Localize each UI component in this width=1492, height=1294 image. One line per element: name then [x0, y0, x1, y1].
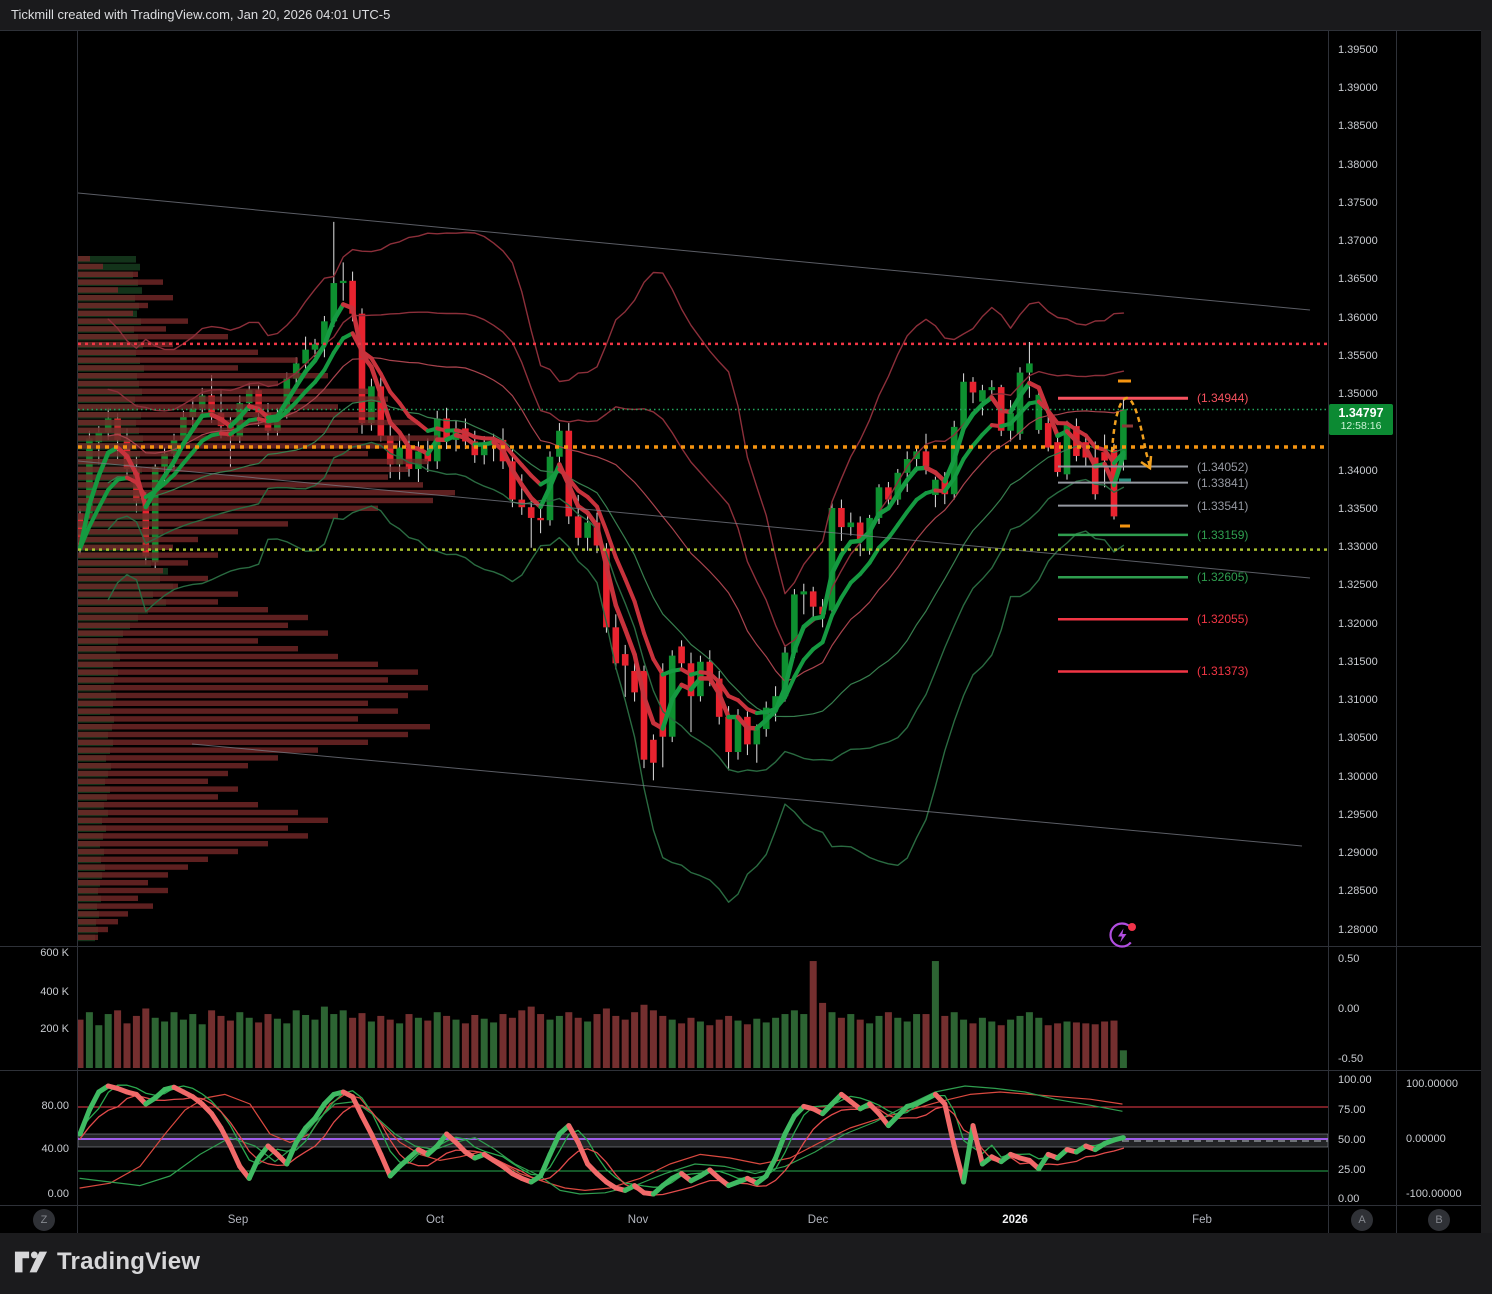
footer-bar: TradingView	[0, 1233, 1492, 1294]
time-axis-label[interactable]: Feb	[1192, 1213, 1212, 1226]
level-price-label: (1.33541)	[1197, 498, 1249, 513]
price-axis-label: 1.37500	[1338, 196, 1378, 209]
volume-bars	[78, 961, 1127, 1068]
price-axis-label: 1.31500	[1338, 655, 1378, 668]
left-axis-column: 600 K 400 K 200 K 80.00 40.00 0.00	[0, 30, 77, 1233]
price-axis-label: 1.33000	[1338, 541, 1378, 553]
last-price-badge: 1.34797 12:58:16	[1329, 403, 1393, 435]
price-axis-label: 1.28000	[1338, 923, 1378, 936]
volume-profile	[78, 256, 455, 942]
price-axis-label: 1.39000	[1338, 82, 1378, 94]
attribution-text: Tickmill created with TradingView.com, J…	[11, 7, 391, 22]
price-axis-label: 1.36000	[1338, 311, 1378, 324]
price-axis-label: 1.32000	[1338, 617, 1378, 630]
price-axis-label: 1.38000	[1338, 158, 1378, 171]
oscillator-panel	[78, 1083, 1328, 1197]
price-axis-label: 1.39500	[1338, 43, 1378, 56]
price-axis-label: 1.34000	[1338, 464, 1378, 477]
volume-axis-label: 0.50	[1338, 953, 1360, 965]
time-axis-label[interactable]: Dec	[807, 1213, 829, 1226]
price-axis-label: 1.29000	[1338, 847, 1378, 859]
price-axis-label: 1.31000	[1338, 694, 1378, 706]
axis-a-button[interactable]: A	[1351, 1209, 1373, 1231]
tradingview-logo-text: TradingView	[57, 1248, 201, 1275]
tradingview-logo-icon	[14, 1251, 48, 1273]
price-axis-label: 1.35000	[1338, 388, 1378, 400]
volume-left-axis-label: 200 K	[40, 1023, 69, 1035]
stoch-timeaxis-separator	[0, 1205, 1481, 1206]
flash-icon-circle	[1109, 922, 1135, 948]
level-price-label: (1.33159)	[1197, 527, 1249, 542]
volume-stoch-separator[interactable]	[0, 1070, 1481, 1071]
left-axis-separator	[77, 30, 78, 1233]
price-axis-label: 1.37000	[1338, 235, 1378, 247]
axis-z-button[interactable]: Z	[33, 1209, 55, 1231]
notification-dot	[1128, 923, 1136, 931]
right-edge-strip	[1481, 30, 1492, 1233]
lightning-bolt-icon	[1118, 928, 1127, 943]
trend-channel	[77, 192, 1311, 847]
main-volume-separator[interactable]	[0, 946, 1481, 947]
topbar-separator	[0, 30, 1481, 31]
last-price-value: 1.34797	[1338, 405, 1384, 420]
volume-left-axis-label: 600 K	[40, 947, 69, 959]
oscillator-axis-label: 50.00	[1338, 1134, 1366, 1146]
level-price-label: (1.34944)	[1197, 391, 1249, 406]
price-axis-label: 1.28500	[1338, 885, 1378, 898]
price-axis-label: 1.29500	[1338, 808, 1378, 821]
chart-attribution-bar: Tickmill created with TradingView.com, J…	[0, 0, 1492, 30]
price-axis-label: 1.30000	[1338, 770, 1378, 783]
level-price-label: (1.31373)	[1197, 664, 1249, 679]
secondary-axis-label: 0.00000	[1406, 1133, 1446, 1145]
price-scale-separator[interactable]	[1328, 30, 1329, 1233]
flash-events-icon[interactable]	[1106, 918, 1140, 952]
dotted-levels	[78, 342, 1328, 551]
secondary-scale-separator[interactable]	[1396, 30, 1397, 1233]
projection-arrow	[1110, 396, 1153, 471]
time-axis[interactable]: Sep Oct Nov Dec 2026 Feb	[0, 1206, 1481, 1233]
volume-left-axis-label: 400 K	[40, 986, 69, 998]
oscillator-left-axis-label: 80.00	[41, 1100, 69, 1112]
oscillator-axis-label: 100.00	[1338, 1074, 1372, 1086]
price-axis-label: 1.38500	[1338, 120, 1378, 133]
price-axis-label: 1.36500	[1338, 273, 1378, 286]
volume-axis-label: -0.50	[1338, 1053, 1364, 1065]
price-axis-label: 1.32500	[1338, 579, 1378, 592]
key-level-rays	[1058, 396, 1188, 673]
moving-averages	[78, 302, 1126, 731]
axis-b-button[interactable]: B	[1428, 1209, 1450, 1231]
oscillator-left-axis-label: 40.00	[41, 1143, 69, 1155]
secondary-axis-label: 100.00000	[1406, 1078, 1458, 1090]
oscillator-left-axis-label: 0.00	[47, 1188, 69, 1200]
time-axis-label[interactable]: Sep	[227, 1213, 249, 1226]
level-price-label: (1.34052)	[1197, 459, 1249, 474]
time-axis-label[interactable]: Nov	[627, 1213, 649, 1226]
oscillator-axis-label: 25.00	[1338, 1164, 1366, 1176]
level-price-label: (1.32055)	[1197, 612, 1249, 627]
level-price-label: (1.33841)	[1197, 475, 1249, 490]
volume-axis-label: 0.00	[1338, 1003, 1360, 1015]
oscillator-axis-label: 0.00	[1338, 1193, 1360, 1205]
price-axis-label: 1.35500	[1338, 349, 1378, 362]
price-axis-label: 1.33500	[1338, 502, 1378, 515]
order-markers	[1118, 379, 1133, 528]
secondary-axis-label: -100.00000	[1406, 1188, 1462, 1200]
oscillator-axis-label: 75.00	[1338, 1104, 1366, 1116]
bands	[107, 231, 1125, 903]
level-price-label: (1.32605)	[1197, 570, 1249, 585]
time-axis-label[interactable]: Oct	[426, 1213, 444, 1226]
bar-countdown: 12:58:16	[1340, 419, 1382, 432]
tradingview-logo[interactable]: TradingView	[14, 1247, 200, 1277]
price-axis-label: 1.30500	[1338, 732, 1378, 745]
time-axis-label[interactable]: 2026	[1002, 1213, 1028, 1226]
